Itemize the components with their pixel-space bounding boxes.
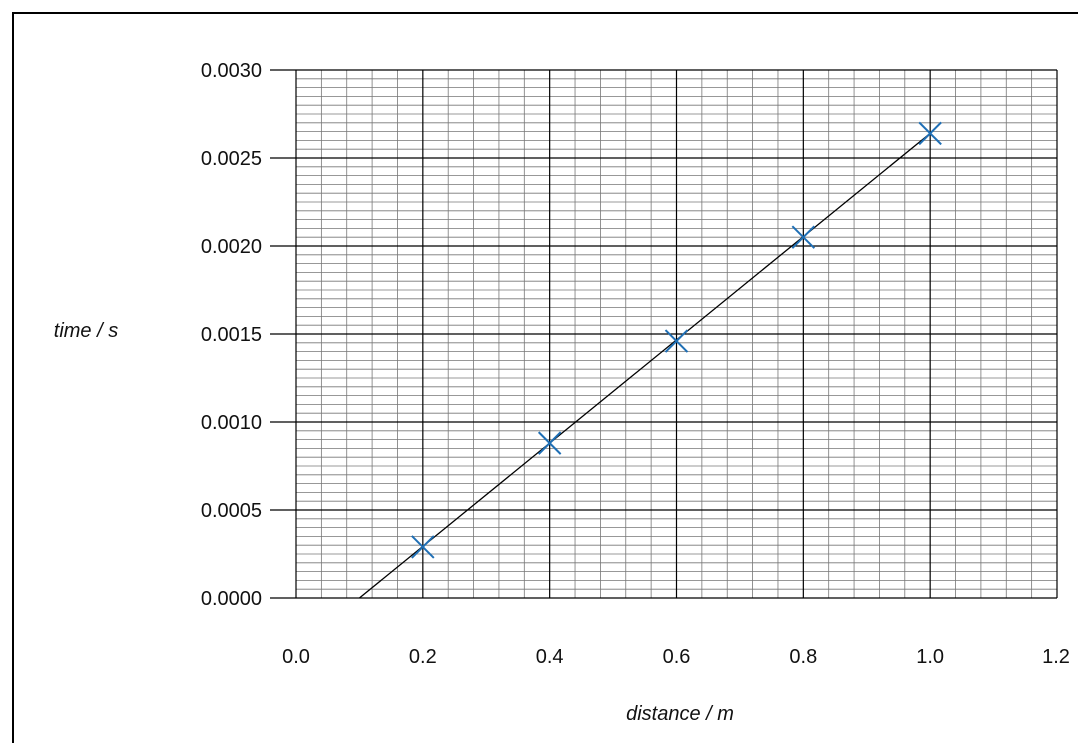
- x-tick-label: 0.6: [663, 646, 691, 668]
- y-tick-labels: 0.0000 0.0005 0.0010 0.0015 0.0020 0.0025 0.00…: [201, 60, 262, 610]
- y-tick-label: 0.0020: [201, 236, 262, 258]
- data-point: [918, 121, 942, 146]
- x-tick-label: 0.4: [536, 646, 564, 668]
- y-tick-label: 0.0030: [201, 60, 262, 82]
- y-tick-label: 0.0015: [201, 324, 262, 346]
- x-tick-label: 1.0: [916, 646, 944, 668]
- y-axis-label: time / s: [54, 320, 118, 342]
- best-fit-line: [359, 132, 931, 599]
- data-points: [411, 121, 942, 559]
- y-tick-label: 0.0000: [201, 588, 262, 610]
- x-tick-labels: 0.0 0.2 0.4 0.6 0.8 1.0 1.2: [282, 646, 1070, 668]
- y-tick-label: 0.0010: [201, 412, 262, 434]
- x-axis-label: distance / m: [626, 703, 734, 725]
- x-tick-label: 0.0: [282, 646, 310, 668]
- chart-frame: [12, 12, 1078, 743]
- data-point: [791, 225, 816, 249]
- y-tick-label: 0.0025: [201, 148, 262, 170]
- x-tick-label: 0.2: [409, 646, 437, 668]
- x-tick-label: 0.8: [789, 646, 817, 668]
- data-point: [537, 431, 562, 455]
- major-grid: [270, 69, 1058, 599]
- x-tick-label: 1.2: [1042, 646, 1070, 668]
- data-point: [664, 329, 689, 353]
- data-point: [411, 535, 435, 559]
- y-tick-label: 0.0005: [201, 500, 262, 522]
